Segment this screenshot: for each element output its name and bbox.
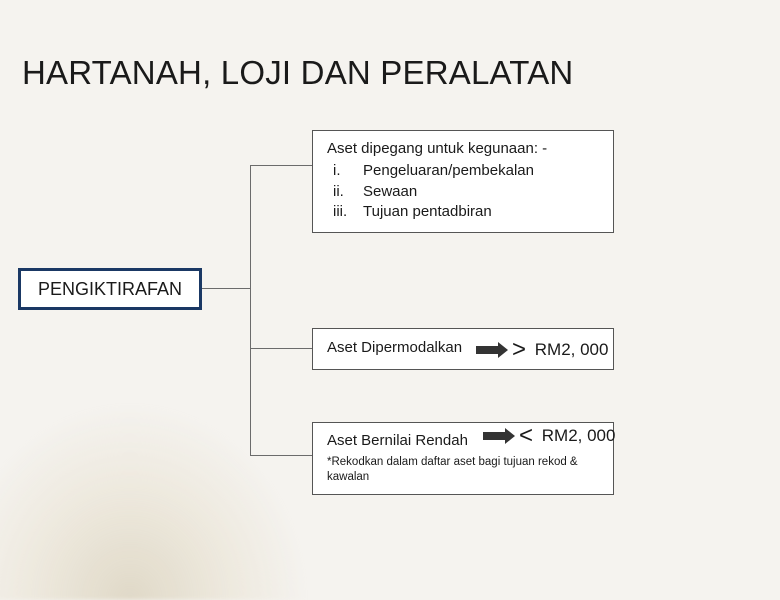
amount: RM2, 000	[542, 426, 616, 445]
list-roman: i.	[333, 161, 363, 181]
list-roman: iii.	[333, 202, 363, 222]
list-item: i. Pengeluaran/pembekalan	[333, 161, 601, 181]
node3-footnote: *Rekodkan dalam daftar aset bagi tujuan …	[327, 455, 601, 484]
slide: HARTANAH, LOJI DAN PERALATAN PENGIKTIRAF…	[0, 0, 780, 540]
node2-text: Aset Dipermodalkan	[327, 338, 462, 358]
list-roman: ii.	[333, 182, 363, 202]
amount: RM2, 000	[535, 340, 609, 359]
arrow-icon	[483, 430, 513, 442]
node1-list: i. Pengeluaran/pembekalan ii. Sewaan iii…	[327, 161, 601, 222]
connector-to-node3	[250, 455, 312, 456]
list-text: Pengeluaran/pembekalan	[363, 161, 534, 181]
node3-text: Aset Bernilai Rendah	[327, 432, 468, 449]
slide-title: HARTANAH, LOJI DAN PERALATAN	[22, 54, 573, 92]
list-item: iii. Tujuan pentadbiran	[333, 202, 601, 222]
operator: >	[512, 336, 526, 363]
arrow-icon	[476, 344, 506, 356]
node1-heading: Aset dipegang untuk kegunaan: -	[327, 139, 601, 159]
node-aset-kegunaan: Aset dipegang untuk kegunaan: - i. Penge…	[312, 130, 614, 233]
node2-threshold: > RM2, 000	[470, 336, 608, 364]
connector-root-stem	[202, 288, 250, 289]
threshold-value: > RM2, 000	[512, 336, 608, 364]
root-node-label: PENGIKTIRAFAN	[38, 279, 182, 300]
connector-to-node1	[250, 165, 312, 166]
root-node: PENGIKTIRAFAN	[18, 268, 202, 310]
list-text: Sewaan	[363, 182, 417, 202]
connector-to-node2	[250, 348, 312, 349]
node3-threshold: < RM2, 000	[477, 422, 615, 450]
list-item: ii. Sewaan	[333, 182, 601, 202]
operator: <	[519, 422, 533, 449]
connector-vertical-trunk	[250, 165, 251, 455]
threshold-value: < RM2, 000	[519, 422, 615, 450]
list-text: Tujuan pentadbiran	[363, 202, 492, 222]
